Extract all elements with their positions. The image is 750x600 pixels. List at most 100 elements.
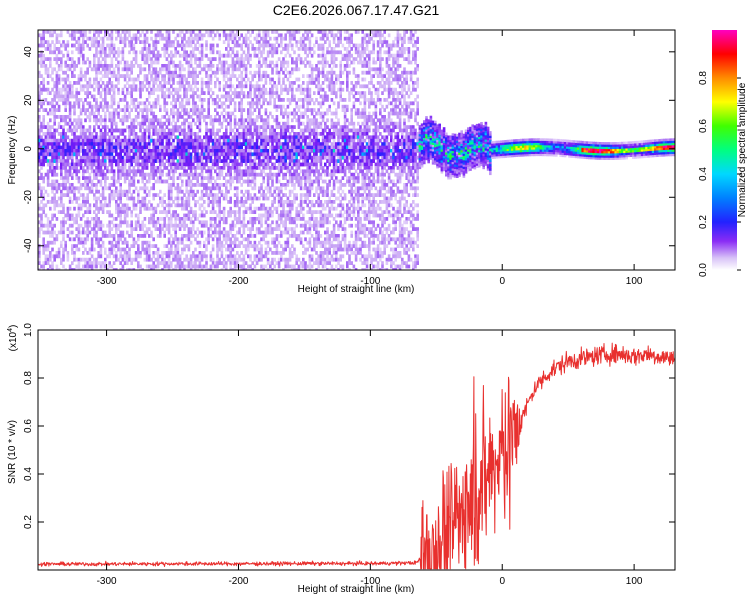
heatmap-cell xyxy=(194,237,197,242)
heatmap-cell xyxy=(205,176,208,180)
heatmap-cell xyxy=(152,40,155,44)
heatmap-cell xyxy=(249,196,252,201)
heatmap-cell xyxy=(187,74,191,78)
heatmap-cell xyxy=(244,159,248,163)
heatmap-cell xyxy=(49,138,52,143)
heatmap-cell xyxy=(231,67,235,72)
heatmap-cell xyxy=(152,193,155,197)
heatmap-cell xyxy=(218,186,221,191)
heatmap-cell xyxy=(42,36,45,41)
heatmap-cell xyxy=(49,149,52,153)
heatmap-cell xyxy=(209,193,213,197)
heatmap-cell xyxy=(271,91,274,95)
heatmap-cell xyxy=(284,162,287,167)
heatmap-cell xyxy=(128,234,131,238)
heatmap-cell xyxy=(178,43,182,48)
heatmap-cell xyxy=(227,98,230,102)
heatmap-cell xyxy=(99,261,103,265)
heatmap-cell xyxy=(200,101,204,106)
heatmap-cell xyxy=(247,43,250,48)
heatmap-cell xyxy=(255,132,259,136)
heatmap-cell xyxy=(90,108,94,112)
heatmap-cell xyxy=(183,67,186,72)
heatmap-cell xyxy=(104,121,107,126)
heatmap-cell xyxy=(101,40,105,44)
heatmap-cell xyxy=(117,77,120,82)
heatmap-cell xyxy=(176,40,180,44)
heatmap-cell xyxy=(134,77,138,82)
heatmap-cell xyxy=(264,166,268,170)
heatmap-cell xyxy=(82,53,85,58)
heatmap-cell xyxy=(57,254,61,259)
heatmap-cell xyxy=(44,261,48,265)
heatmap-cell xyxy=(227,36,230,41)
heatmap-cell xyxy=(220,247,224,252)
heatmap-cell xyxy=(231,74,235,78)
heatmap-cell xyxy=(216,244,219,248)
heatmap-cell xyxy=(51,159,54,163)
heatmap-cell xyxy=(79,217,83,221)
heatmap-cell xyxy=(51,40,54,44)
heatmap-cell xyxy=(79,108,83,112)
heatmap-cell xyxy=(123,77,127,82)
heatmap-cell xyxy=(170,159,173,163)
heatmap-cell xyxy=(40,189,43,194)
heatmap-cell xyxy=(128,166,131,170)
heatmap-cell xyxy=(262,84,265,89)
heatmap-cell xyxy=(165,159,169,163)
heatmap-cell xyxy=(240,98,243,102)
heatmap-cell xyxy=(77,176,81,180)
heatmap-cell xyxy=(139,172,142,177)
heatmap-cell xyxy=(271,135,274,140)
heatmap-cell xyxy=(262,162,265,167)
heatmap-cell xyxy=(84,108,87,112)
heatmap-cell xyxy=(207,186,210,191)
heatmap-cell xyxy=(95,257,98,262)
heatmap-cell xyxy=(150,166,153,170)
heatmap-cell xyxy=(77,30,81,34)
heatmap-cell xyxy=(266,176,270,180)
heatmap-cell xyxy=(163,155,166,160)
heatmap-cell xyxy=(167,128,171,133)
heatmap-cell xyxy=(156,33,160,38)
heatmap-cell xyxy=(229,121,232,126)
heatmap-cell xyxy=(170,53,173,58)
heatmap-cell xyxy=(269,94,272,99)
heatmap-cell xyxy=(130,210,133,214)
heatmap-cell xyxy=(266,125,270,129)
heatmap-cell xyxy=(156,145,160,150)
heatmap-cell xyxy=(110,152,114,157)
heatmap-cell xyxy=(249,172,252,177)
heatmap-cell xyxy=(139,33,142,38)
heatmap-cell xyxy=(101,108,105,112)
heatmap-cell xyxy=(192,234,195,238)
heatmap-cell xyxy=(255,64,259,68)
heatmap-cell xyxy=(218,166,221,170)
heatmap-cell xyxy=(150,220,153,225)
heatmap-cell xyxy=(227,152,230,157)
heatmap-cell xyxy=(132,84,136,89)
heatmap-cell xyxy=(242,261,246,265)
heatmap-cell xyxy=(214,155,217,160)
heatmap-cell xyxy=(216,247,219,252)
heatmap-cell xyxy=(214,210,217,214)
heatmap-cell xyxy=(216,64,219,68)
heatmap-cell xyxy=(40,172,43,177)
heatmap-cell xyxy=(216,149,219,153)
heatmap-cell xyxy=(112,223,116,228)
heatmap-cell xyxy=(211,47,215,51)
heatmap-cell xyxy=(172,227,175,231)
heatmap-cell xyxy=(141,115,144,119)
heatmap-cell xyxy=(44,257,48,262)
heatmap-cell xyxy=(82,135,85,140)
heatmap-cell xyxy=(77,203,81,208)
heatmap-cell xyxy=(185,77,188,82)
heatmap-cell xyxy=(229,149,232,153)
heatmap-cell xyxy=(207,227,210,231)
heatmap-cell xyxy=(68,172,72,177)
heatmap-cell xyxy=(229,223,232,228)
heatmap-cell xyxy=(156,166,160,170)
heatmap-cell xyxy=(176,217,180,221)
heatmap-cell xyxy=(249,118,252,123)
heatmap-cell xyxy=(286,142,290,146)
